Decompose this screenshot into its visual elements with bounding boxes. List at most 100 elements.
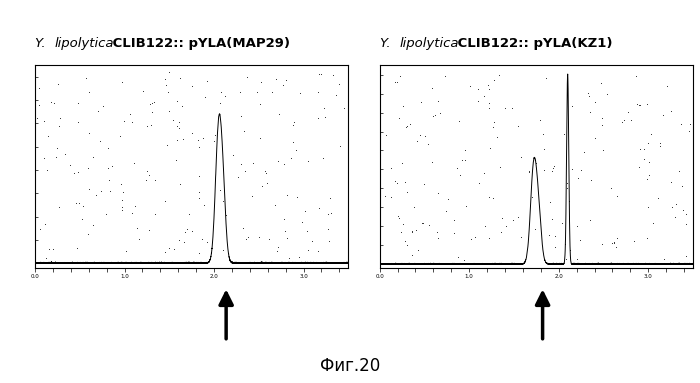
Point [488, 195, 499, 201]
Point [561, 185, 572, 191]
Point [51, 154, 62, 160]
Point [389, 79, 400, 85]
Point [280, 77, 291, 83]
Point [72, 169, 83, 175]
Point [634, 102, 645, 108]
Point [323, 237, 334, 244]
Point [217, 198, 228, 205]
Point [132, 225, 143, 231]
Point [535, 117, 546, 123]
Point [684, 128, 695, 134]
Point [322, 226, 333, 232]
Point [312, 115, 323, 121]
Point [507, 105, 518, 111]
Point [381, 133, 392, 139]
Point [127, 119, 138, 125]
Point [496, 215, 507, 221]
Point [488, 124, 499, 130]
Point [283, 255, 294, 261]
Point [550, 244, 561, 250]
Point [232, 174, 244, 180]
Point [193, 189, 204, 195]
Point [646, 131, 657, 137]
Point [219, 93, 230, 99]
Point [64, 162, 76, 168]
Point [260, 168, 271, 174]
Point [638, 146, 650, 152]
Point [41, 167, 52, 173]
Point [302, 247, 314, 253]
Point [174, 237, 185, 243]
Point [524, 169, 535, 175]
Point [302, 228, 313, 234]
Point [239, 128, 250, 134]
Point [146, 122, 157, 128]
Point [83, 130, 94, 136]
Point [178, 136, 189, 142]
Point [407, 228, 418, 234]
Point [638, 156, 650, 162]
Point [214, 100, 225, 106]
Text: Y.: Y. [35, 37, 50, 50]
Point [144, 101, 155, 107]
Point [643, 159, 655, 165]
Point [571, 223, 582, 229]
Point [120, 248, 132, 254]
Point [673, 168, 684, 174]
Point [117, 189, 128, 195]
Point [215, 187, 226, 193]
Point [427, 113, 438, 119]
Point [515, 234, 526, 240]
Point [609, 239, 620, 245]
Point [596, 80, 607, 86]
Point [179, 229, 190, 235]
Point [178, 239, 190, 245]
Point [564, 198, 575, 204]
Point [148, 99, 160, 105]
Point [538, 146, 550, 152]
Point [279, 228, 290, 234]
Point [97, 103, 108, 109]
Point [630, 73, 641, 79]
Point [286, 155, 297, 161]
Point [611, 193, 622, 199]
Point [578, 149, 589, 155]
Point [288, 122, 299, 128]
Point [334, 143, 345, 149]
Point [400, 124, 412, 130]
Point [34, 226, 46, 232]
Point [418, 219, 429, 226]
Point [92, 108, 104, 114]
Point [416, 220, 428, 226]
Point [53, 204, 64, 210]
Point [318, 105, 330, 111]
Point [162, 88, 173, 95]
Point [270, 75, 281, 82]
Point [573, 175, 584, 181]
Point [399, 179, 410, 185]
Point [164, 69, 175, 75]
Point [680, 221, 692, 227]
Point [584, 109, 596, 115]
Point [419, 181, 430, 187]
Point [104, 177, 115, 183]
Point [652, 195, 664, 201]
Point [479, 223, 490, 229]
Point [114, 133, 125, 139]
Point [666, 204, 678, 210]
Point [104, 188, 116, 194]
Point [183, 211, 195, 217]
Point [209, 132, 220, 138]
Point [489, 77, 500, 83]
Point [124, 111, 135, 117]
Point [55, 115, 66, 121]
Point [401, 123, 412, 129]
Point [642, 101, 653, 107]
Point [314, 205, 325, 211]
Point [290, 147, 302, 154]
Point [39, 221, 50, 227]
Point [194, 144, 205, 150]
Point [420, 133, 431, 139]
Point [257, 183, 268, 189]
Point [406, 229, 417, 235]
